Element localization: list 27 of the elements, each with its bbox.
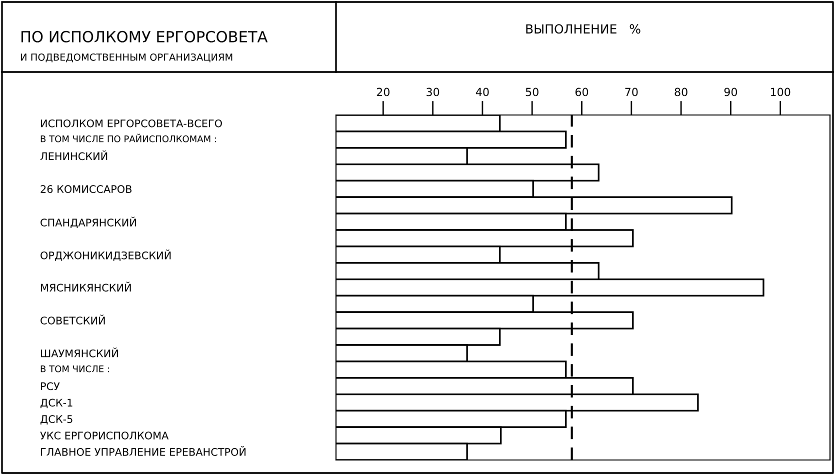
y-tick-label: 26 КОМИССАРОВ: [40, 185, 132, 194]
y-tick-label: МЯСНИКЯНСКИЙ: [41, 282, 131, 292]
y-tick-label: УКС ЕРГОРИСПОЛКОМА: [40, 432, 169, 440]
y-tick-label: ИСПОЛКОМ ЕРГОРСОВЕТА-ВСЕГО: [41, 119, 222, 128]
x-axis-title: ВЫПОЛНЕНИЕ %: [526, 24, 640, 34]
text: В ТОМ ЧИСЛЕ ПО РАЙИСПОЛКОМАМ :: [40, 134, 216, 142]
y-tick-label: ДСК-1: [40, 398, 72, 408]
y-tick-label: ДСК-5: [40, 415, 72, 425]
x-tick-label: 70: [625, 88, 638, 96]
x-tick-label: 20: [376, 88, 390, 96]
x-tick-label: 90: [724, 88, 738, 96]
y-tick-label: РСУ: [41, 382, 60, 390]
y-tick-label: ЛЕНИНСКИЙ: [40, 150, 108, 160]
text: В ТОМ ЧИСЛЕ :: [40, 365, 109, 372]
y-tick-label: ГЛАВНОЕ УПРАВЛЕНИЕ ЕРЕВАНСТРОЙ: [41, 446, 246, 456]
x-tick-label: 80: [674, 88, 688, 96]
text: ПО ИСПОЛКОМУ ЕРГОРСОВЕТА: [22, 30, 268, 42]
x-tick-label: 50: [526, 88, 538, 96]
y-tick-label: ШАУМЯНСКИЙ: [41, 348, 118, 358]
text: И ПОДВЕДОМСТВЕННЫМ ОРГАНИЗАЦИЯМ: [20, 53, 232, 62]
y-tick-label: СОВЕТСКИЙ: [40, 314, 105, 324]
x-tick-label: 60: [575, 88, 588, 96]
x-tick-label: 40: [476, 88, 489, 96]
y-tick-label: СПАНДАРЯНСКИЙ: [40, 216, 136, 228]
x-tick-label: 30: [426, 88, 440, 96]
x-tick-label: 100: [770, 88, 790, 96]
y-tick-label: ОРДЖОНИКИДЗЕВСКИЙ: [40, 250, 171, 261]
